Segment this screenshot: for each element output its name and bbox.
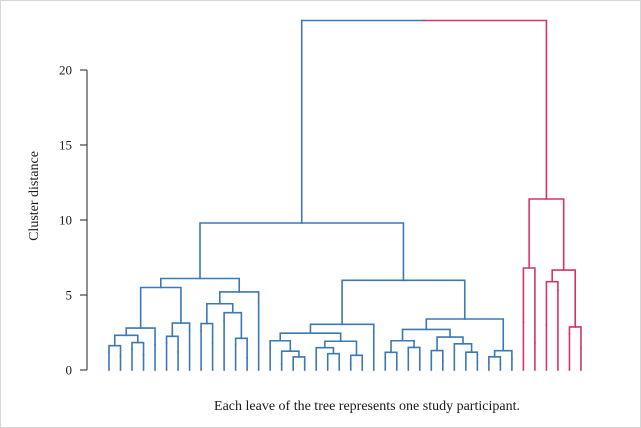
dendrogram-merge <box>453 343 473 353</box>
dendrogram-merge <box>488 355 502 365</box>
y-axis-title: Cluster distance <box>27 151 42 241</box>
dendrogram-merge <box>131 341 145 356</box>
dendrogram-merge <box>430 349 444 362</box>
dendrogram-merge <box>292 356 306 367</box>
dendrogram-merge <box>218 291 260 305</box>
dendrogram-merge <box>551 269 576 328</box>
dendrogram-merge <box>465 351 479 364</box>
dendrogram-merge <box>269 339 292 352</box>
dendrogram-merge <box>522 267 536 344</box>
dendrogram-merge <box>326 352 341 364</box>
dendrogram-merge <box>199 222 405 282</box>
dendrogram-merge <box>568 326 582 349</box>
dendrogram-merge <box>139 286 182 329</box>
dendrogram-merge <box>165 335 179 353</box>
y-tick-label: 20 <box>59 63 72 78</box>
dendrogram-root-left <box>300 19 425 224</box>
dendrogram-merge <box>108 344 122 358</box>
dendrogram-merge <box>223 311 243 340</box>
dendrogram-merge <box>545 280 559 326</box>
dendrogram-merge <box>160 277 241 293</box>
dendrogram-merge <box>401 328 451 342</box>
dendrogram-merge <box>206 302 234 325</box>
y-tick-label: 0 <box>66 363 73 378</box>
y-tick-label: 5 <box>66 288 73 303</box>
dendrogram-links <box>108 19 582 371</box>
dendrogram-merge <box>390 339 415 354</box>
dendrogram-merge <box>493 349 513 361</box>
dendrogram-merge <box>407 346 421 361</box>
y-tick-label: 15 <box>59 138 72 153</box>
y-tick-label: 10 <box>59 213 72 228</box>
dendrogram-root-right <box>423 19 548 200</box>
dendrogram-merge <box>349 354 364 365</box>
dendrogram-merge <box>384 351 398 365</box>
dendrogram-merge <box>341 279 466 326</box>
dendrogram-merge <box>528 198 565 271</box>
dendrogram-merge <box>113 334 139 347</box>
dendrogram-merge <box>309 323 375 334</box>
dendrogram-merge <box>171 322 191 338</box>
x-axis-caption: Each leave of the tree represents one st… <box>214 399 520 414</box>
y-axis: 0 5 10 15 20 <box>59 63 88 378</box>
dendrogram-merge <box>234 337 248 359</box>
dendrogram-merge <box>200 322 214 344</box>
